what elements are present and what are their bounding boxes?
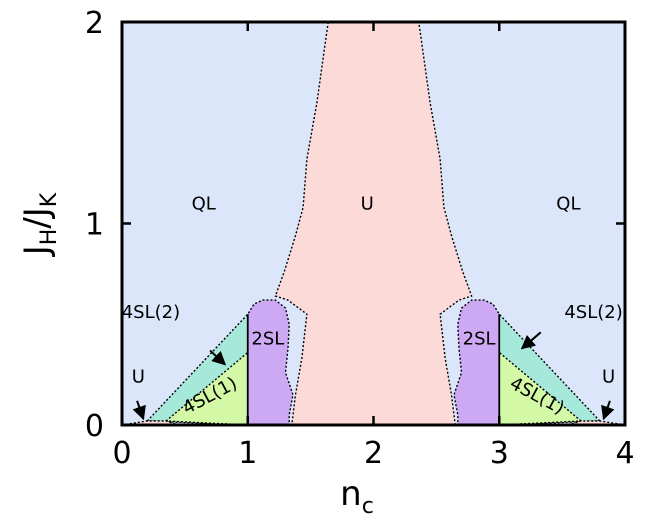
x-axis-label: nc [340, 474, 374, 519]
region-label-4sl-2-3: 4SL(2) [122, 302, 180, 323]
phase-dividers [246, 314, 501, 425]
region-label-u-1: U [361, 193, 374, 214]
region-label-ql-2: QL [556, 193, 580, 214]
region-4sl-1-5 [498, 350, 583, 425]
region-2sl-9 [453, 299, 500, 425]
y-tick-label-0: 0 [85, 409, 104, 444]
y-axis-label-sub1: H [37, 229, 62, 246]
region-label-u-9: U [132, 367, 145, 388]
annotation-arrow-3 [132, 400, 146, 421]
x-axis-label-main: n [340, 474, 362, 514]
region-label-ql-0: QL [192, 193, 216, 214]
annotation-arrow-2 [520, 331, 542, 350]
region-label-u-10: U [602, 367, 615, 388]
region-u-1 [274, 22, 473, 425]
y-tick-label-2: 2 [85, 6, 104, 41]
y-tick-label-1: 1 [85, 208, 104, 243]
region-label-4sl-2-4: 4SL(2) [564, 302, 622, 323]
y-axis-label-sub2: K [37, 192, 62, 207]
x-tick-label-3: 3 [490, 436, 509, 471]
region-4sl-1-4 [164, 351, 249, 425]
y-axis-label: JH/JK [17, 192, 62, 257]
x-tick-label-4: 4 [615, 436, 634, 471]
axis-ticks: 0 1 2 3 4 0 1 2 [85, 6, 635, 471]
y-axis-label-main: J [17, 245, 57, 257]
x-tick-label-0: 0 [112, 436, 131, 471]
region-label-2sl-5: 2SL [251, 328, 284, 349]
annotation-arrow-4 [601, 400, 615, 421]
x-axis-label-sub: c [362, 494, 374, 519]
phase-regions [122, 22, 625, 425]
region-2sl-8 [247, 299, 294, 425]
region-label-2sl-6: 2SL [463, 328, 496, 349]
y-axis-label-sep: /J [17, 207, 57, 228]
annotation-arrow-1 [209, 349, 227, 366]
annotation-arrows [132, 331, 615, 421]
x-tick-label-1: 1 [238, 436, 257, 471]
x-tick-label-2: 2 [364, 436, 383, 471]
